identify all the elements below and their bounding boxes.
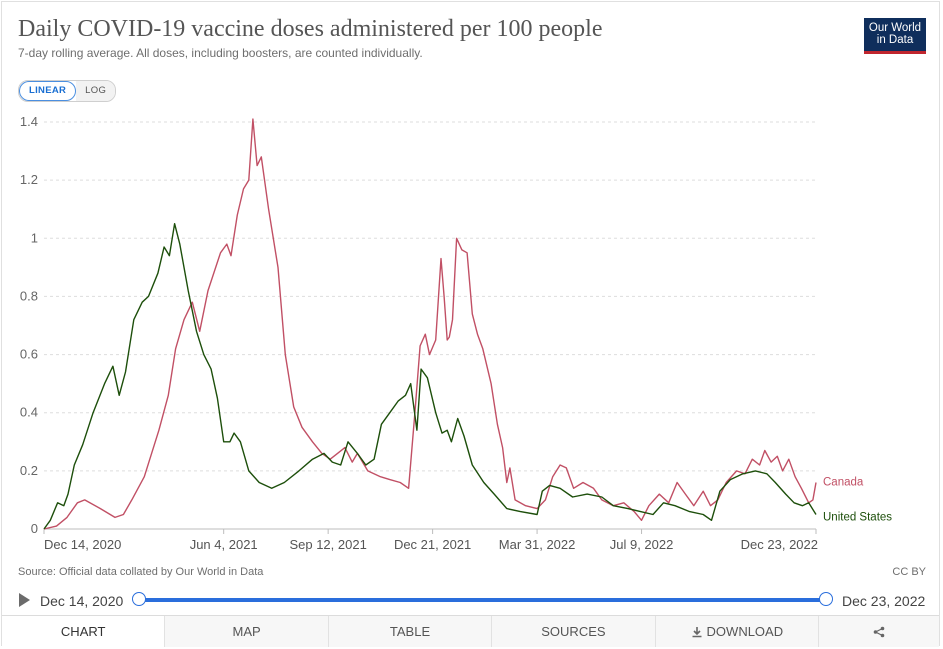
y-tick-label: 1.2 xyxy=(20,172,38,187)
tab-chart-label: CHART xyxy=(60,624,106,639)
license-label[interactable]: CC BY xyxy=(892,566,926,578)
chart-subtitle: 7-day rolling average. All doses, includ… xyxy=(18,46,423,60)
tab-download-label: DOWNLOAD xyxy=(706,624,784,639)
owid-logo[interactable]: Our World in Data xyxy=(864,18,926,54)
share-icon xyxy=(873,626,885,637)
series-line-canada xyxy=(43,118,817,530)
y-tick-label: 0.8 xyxy=(20,288,38,303)
tab-map[interactable]: MAP xyxy=(164,616,328,647)
logo-line-1: Our World xyxy=(868,22,922,34)
x-tick-label: Jun 4, 2021 xyxy=(190,537,258,552)
tab-sources[interactable]: SOURCES xyxy=(491,616,655,647)
y-tick-label: 1 xyxy=(31,230,38,245)
chart-title: Daily COVID-19 vaccine doses administere… xyxy=(18,16,603,42)
timeline-start-handle[interactable] xyxy=(132,592,146,606)
tab-sources-label: SOURCES xyxy=(541,624,606,639)
tab-table-label: TABLE xyxy=(389,624,431,639)
timeline-end-label: Dec 23, 2022 xyxy=(842,593,926,609)
log-scale-button[interactable]: LOG xyxy=(76,81,116,101)
logo-line-2: in Data xyxy=(876,34,914,46)
timeline: Dec 14, 2020 Dec 23, 2022 xyxy=(0,586,943,614)
scale-toggle: LINEAR LOG xyxy=(18,80,117,102)
x-tick-label: Sep 12, 2021 xyxy=(289,537,366,552)
x-tick-label: Mar 31, 2022 xyxy=(499,537,576,552)
download-icon xyxy=(692,626,702,637)
series-label-united-states: United States xyxy=(823,511,892,523)
series-label-canada: Canada xyxy=(823,476,864,488)
tab-bar: CHART MAP TABLE SOURCES DOWNLOAD xyxy=(2,615,940,647)
tab-table[interactable]: TABLE xyxy=(327,616,492,647)
tab-share[interactable] xyxy=(818,616,940,647)
linear-scale-button[interactable]: LINEAR xyxy=(19,81,77,101)
timeline-track[interactable] xyxy=(140,598,826,602)
timeline-start-label: Dec 14, 2020 xyxy=(40,593,124,609)
tab-map-label: MAP xyxy=(232,624,261,639)
timeline-end-handle[interactable] xyxy=(819,592,833,606)
source-note[interactable]: Source: Official data collated by Our Wo… xyxy=(18,566,264,578)
y-tick-label: 0.4 xyxy=(20,405,38,420)
x-tick-label: Jul 9, 2022 xyxy=(610,537,674,552)
series-line-united-states xyxy=(43,223,817,530)
y-tick-label: 0.2 xyxy=(20,463,38,478)
line-chart: 0 0.2 0.4 0.6 0.8 1 1.2 1.4 Dec 14, 2020 Jun 4, 2… xyxy=(20,114,892,552)
x-tick-label: Dec 21, 2021 xyxy=(394,537,471,552)
y-tick-label: 0 xyxy=(31,521,38,536)
tab-download[interactable]: DOWNLOAD xyxy=(654,616,819,647)
tab-chart[interactable]: CHART xyxy=(2,616,165,647)
y-tick-label: 0.6 xyxy=(20,347,38,362)
x-tick-label: Dec 14, 2020 xyxy=(44,537,121,552)
x-tick-label: Dec 23, 2022 xyxy=(741,537,818,552)
y-tick-label: 1.4 xyxy=(20,114,38,129)
play-icon[interactable] xyxy=(19,593,30,607)
